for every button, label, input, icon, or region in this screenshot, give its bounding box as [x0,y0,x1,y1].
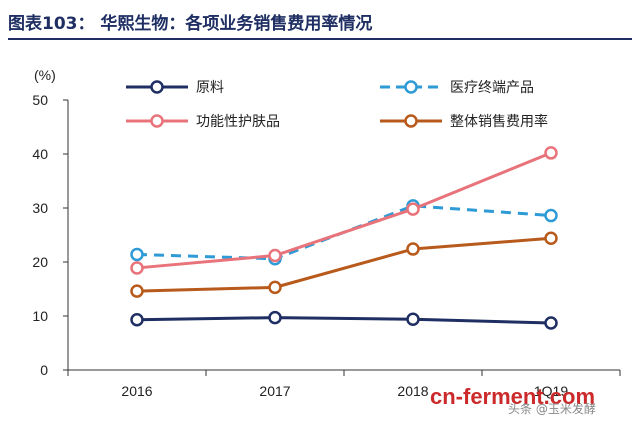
y-tick-label: 30 [32,200,48,216]
data-point [544,231,558,245]
y-tick-label: 10 [32,308,48,324]
data-point [130,284,144,298]
y-tick-label: 40 [32,146,48,162]
y-axis-unit-label: (%) [34,67,56,83]
y-tick-label: 0 [40,362,48,378]
legend-label-0: 原料 [196,80,224,96]
y-tick-label: 20 [32,254,48,270]
data-point [130,261,144,275]
legend-marker-2 [150,114,164,128]
legend-label-3: 整体销售费用率 [450,113,548,130]
legend-marker-0 [150,80,164,94]
data-point [130,313,144,327]
y-tick-label: 50 [32,92,48,108]
data-point [268,310,282,325]
legend-label-2: 功能性护肤品 [196,114,280,130]
data-point [544,208,558,223]
x-tick-label: 2016 [121,383,152,399]
data-point [268,280,282,295]
legend-label-1: 医疗终端产品 [450,80,534,96]
legend-marker-3 [404,114,418,128]
data-point [406,202,420,216]
legend-marker-1 [404,80,418,94]
x-tick-label: 2018 [397,383,428,399]
x-tick-label: 2017 [259,383,290,399]
series-line-3 [136,236,552,293]
data-point [406,242,420,256]
data-point [130,247,144,262]
x-tick-label: 1Q19 [534,383,568,399]
chart-title: 图表103： 华熙生物：各项业务销售费用率情况 [8,14,373,34]
data-point [544,146,558,160]
watermark-text: cn-ferment.com [430,384,596,409]
data-point [406,312,420,326]
series-line-2 [136,151,552,270]
series-line-0 [136,316,552,325]
chart-header: 图表103： 华熙生物：各项业务销售费用率情况 [8,6,632,40]
data-point [544,316,558,330]
data-point [268,248,282,263]
watermark-subtext: 头条 @玉米发酵 [508,402,596,416]
